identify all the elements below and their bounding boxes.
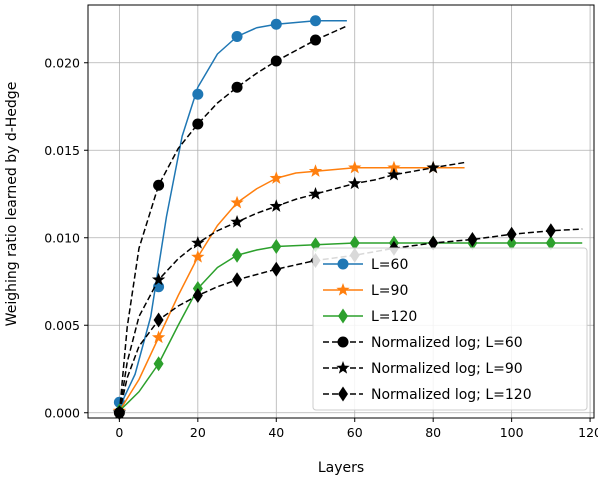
data-point (231, 81, 243, 93)
data-point (153, 179, 165, 191)
legend-item: Normalized log; L=90 (323, 361, 523, 377)
x-tick-label: 120 (578, 425, 598, 440)
data-point (192, 288, 203, 303)
legend-item: Normalized log; L=60 (323, 335, 523, 351)
data-point (428, 235, 439, 251)
legend-marker (338, 386, 348, 402)
data-point (270, 18, 282, 30)
data-point (270, 55, 282, 67)
data-point (506, 235, 517, 251)
data-point (191, 250, 205, 263)
legend: L=60 L=90 L=120 Normalized log; L=60 Normali… (312, 247, 588, 411)
data-point (269, 171, 283, 184)
data-point (349, 235, 360, 251)
axis-ticks: 0 20 40 60 80 100 120 0.000 0.005 0.010 0.015 0.020 (44, 55, 598, 440)
data-point (467, 232, 478, 247)
data-point (231, 31, 243, 42)
data-point (230, 195, 244, 209)
legend-box (312, 247, 588, 411)
y-tick-label: 0.000 (44, 405, 80, 420)
data-point (426, 160, 440, 174)
data-point (308, 187, 323, 200)
data-point (232, 272, 243, 288)
plot-frame (87, 4, 595, 419)
legend-marker (337, 336, 349, 348)
legend-item: L=120 (323, 308, 417, 325)
legend-label: Normalized log; L=90 (371, 361, 523, 377)
data-point (151, 272, 166, 286)
x-tick-label: 20 (190, 425, 206, 440)
y-axis-title: Weighing ratio learned by d-Hedge (4, 82, 20, 327)
legend-item: L=60 (323, 257, 408, 273)
legend-label: L=60 (371, 257, 408, 273)
legend-label: L=90 (371, 283, 408, 299)
data-point (232, 247, 243, 263)
data-point (348, 176, 362, 190)
legend-label: Normalized log; L=60 (371, 335, 523, 351)
data-point (151, 330, 166, 344)
data-point (310, 15, 322, 27)
data-point (387, 160, 401, 174)
data-point (387, 167, 401, 181)
data-point (192, 88, 204, 100)
legend-item: L=90 (323, 283, 408, 299)
data-point (230, 215, 244, 228)
x-axis-title: Layers (318, 460, 364, 476)
data-point (153, 281, 165, 293)
data-point (114, 405, 125, 421)
y-tick-label: 0.005 (44, 318, 80, 333)
x-tick-label: 80 (425, 425, 441, 440)
data-point (192, 118, 204, 130)
data-point (506, 226, 517, 242)
legend-marker (336, 361, 350, 374)
data-point (271, 239, 282, 254)
x-tick-label: 40 (268, 425, 284, 440)
x-tick-label: 100 (500, 425, 524, 440)
data-point (545, 223, 556, 239)
data-point (348, 160, 362, 174)
legend-marker (337, 258, 349, 270)
y-tick-label: 0.020 (44, 55, 80, 70)
data-point (191, 236, 205, 249)
legend-label: Normalized log; L=120 (371, 387, 532, 403)
data-point (308, 164, 323, 177)
x-tick-label: 0 (115, 425, 123, 440)
data-point (545, 235, 556, 251)
y-tick-label: 0.015 (44, 143, 80, 158)
data-point (310, 34, 322, 46)
legend-marker (338, 308, 348, 324)
legend-label: L=120 (371, 309, 417, 325)
data-point (153, 356, 164, 372)
legend-item: Normalized log; L=120 (323, 386, 532, 403)
series-line (118, 228, 583, 413)
legend-marker (336, 283, 350, 296)
y-tick-label: 0.010 (44, 230, 80, 245)
data-point (269, 199, 283, 212)
data-point (271, 261, 282, 277)
x-tick-label: 60 (347, 425, 363, 440)
data-point (153, 312, 164, 328)
